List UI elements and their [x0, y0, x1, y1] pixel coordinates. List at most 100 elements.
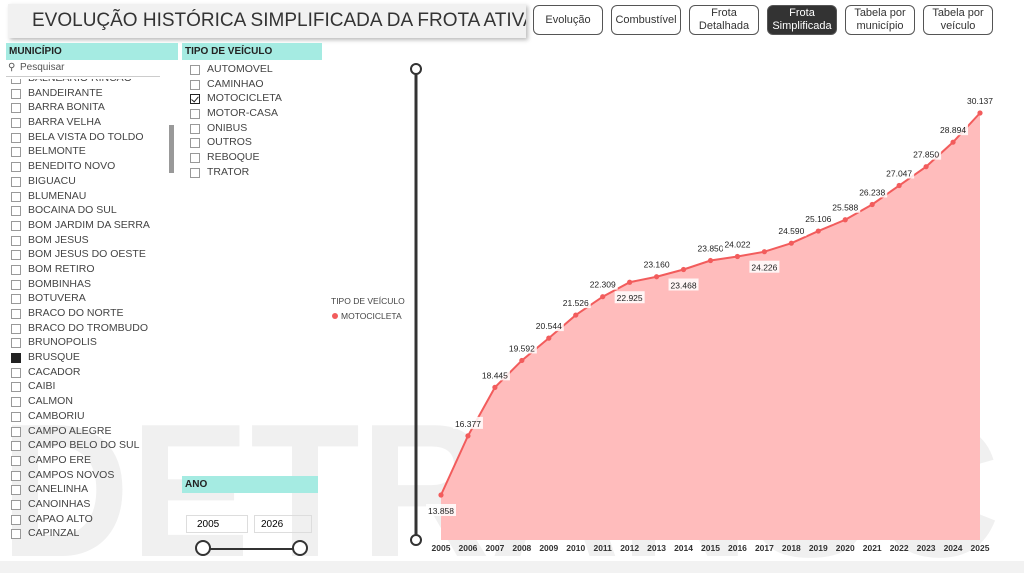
checkbox[interactable] — [11, 309, 21, 319]
checkbox[interactable] — [11, 441, 21, 452]
slicer-item[interactable]: BOTUVERA — [10, 291, 150, 306]
checkbox[interactable] — [11, 279, 21, 290]
item-label: BANDEIRANTE — [28, 86, 103, 99]
slicer-item[interactable]: AUTOMOVEL — [189, 62, 322, 77]
slicer-item[interactable]: CAMINHAO — [189, 77, 322, 92]
nav-button[interactable]: Combustível — [611, 5, 681, 35]
slicer-item[interactable]: MOTOR-CASA — [189, 106, 322, 121]
slicer-item[interactable]: TRATOR — [189, 165, 322, 180]
checkbox[interactable] — [11, 220, 21, 231]
slicer-item[interactable]: BARRA VELHA — [10, 115, 150, 130]
checkbox[interactable] — [11, 88, 21, 99]
slicer-item[interactable]: BRACO DO TROMBUDO — [10, 321, 150, 336]
checkbox[interactable] — [190, 167, 200, 178]
search-box[interactable]: ⚲ Pesquisar — [6, 60, 160, 77]
slicer-item[interactable]: CAMPO ERE — [10, 453, 150, 468]
checkbox[interactable] — [11, 235, 21, 246]
x-tick-label: 2007 — [485, 543, 504, 553]
item-label: BOMBINHAS — [28, 277, 92, 290]
slicer-item[interactable]: BENEDITO NOVO — [10, 159, 150, 174]
checkbox[interactable] — [190, 123, 200, 134]
slicer-item[interactable]: CAMPO ALEGRE — [10, 424, 150, 439]
scrollbar[interactable] — [169, 125, 174, 173]
slicer-item[interactable]: BOM RETIRO — [10, 262, 150, 277]
x-tick-label: 2015 — [701, 543, 720, 553]
slicer-item[interactable]: CALMON — [10, 394, 150, 409]
slicer-item[interactable]: BIGUACU — [10, 174, 150, 189]
slicer-item[interactable]: CANELINHA — [10, 482, 150, 497]
slicer-item[interactable]: BLUMENAU — [10, 189, 150, 204]
slicer-item[interactable]: CAIBI — [10, 379, 150, 394]
nav-button[interactable]: Frota Detalhada — [689, 5, 759, 35]
slicer-item[interactable]: BOM JESUS — [10, 233, 150, 248]
slider-handle[interactable] — [195, 540, 211, 556]
nav-button[interactable]: Tabela por município — [845, 5, 915, 35]
checkbox[interactable] — [11, 485, 21, 496]
checkbox[interactable] — [11, 397, 21, 408]
slicer-item[interactable]: BELMONTE — [10, 144, 150, 159]
checkbox[interactable] — [190, 94, 200, 105]
checkbox[interactable] — [11, 426, 21, 437]
checkbox[interactable] — [11, 132, 21, 143]
checkbox[interactable] — [11, 191, 21, 202]
label-bg — [749, 260, 780, 273]
nav-button[interactable]: Evolução — [533, 5, 603, 35]
checkbox[interactable] — [11, 470, 21, 481]
checkbox[interactable] — [190, 109, 200, 120]
checkbox[interactable] — [190, 79, 200, 90]
slicer-item[interactable]: MOTOCICLETA — [189, 91, 322, 106]
slicer-item[interactable]: BARRA BONITA — [10, 100, 150, 115]
slicer-item[interactable]: CAPINZAL — [10, 526, 150, 541]
slicer-item[interactable]: BRUNOPOLIS — [10, 335, 150, 350]
slicer-item[interactable]: ONIBUS — [189, 121, 322, 136]
checkbox[interactable] — [11, 250, 21, 261]
checkbox[interactable] — [11, 294, 21, 305]
checkbox[interactable] — [11, 367, 21, 378]
nav-button[interactable]: Tabela por veículo — [923, 5, 993, 35]
slicer-item[interactable]: BOM JARDIM DA SERRA — [10, 218, 150, 233]
end-input[interactable]: 2026 — [254, 515, 312, 533]
label-bg — [506, 341, 537, 354]
checkbox[interactable] — [11, 455, 21, 466]
checkbox[interactable] — [11, 79, 21, 84]
slicer-item[interactable]: BELA VISTA DO TOLDO — [10, 130, 150, 145]
nav-button[interactable]: Frota Simplificada — [767, 5, 837, 35]
slicer-item[interactable]: CAMPOS NOVOS — [10, 468, 150, 483]
slicer-item[interactable]: CACADOR — [10, 365, 150, 380]
slicer-item[interactable]: CAMBORIU — [10, 409, 150, 424]
play-axis-handle — [410, 63, 422, 75]
slicer-item[interactable]: CAPAO ALTO — [10, 512, 150, 527]
slicer-item[interactable]: BALNEARIO RINCAO — [10, 79, 150, 86]
checkbox[interactable] — [11, 529, 21, 540]
slider-handle[interactable] — [292, 540, 308, 556]
checkbox[interactable] — [11, 411, 21, 422]
checkbox[interactable] — [11, 499, 21, 510]
checkbox[interactable] — [11, 103, 21, 114]
checkbox[interactable] — [190, 138, 200, 149]
checkbox[interactable] — [11, 118, 21, 129]
checkbox[interactable] — [11, 514, 21, 525]
slicer-item[interactable]: OUTROS — [189, 135, 322, 150]
slicer-item[interactable]: BANDEIRANTE — [10, 86, 150, 101]
slicer-item[interactable]: BOCAINA DO SUL — [10, 203, 150, 218]
slicer-item[interactable]: CAMPO BELO DO SUL — [10, 438, 150, 453]
slicer-item[interactable]: BRACO DO NORTE — [10, 306, 150, 321]
checkbox[interactable] — [11, 162, 21, 173]
slicer-item[interactable]: REBOQUE — [189, 150, 322, 165]
checkbox[interactable] — [11, 264, 21, 275]
slicer-item[interactable]: BOMBINHAS — [10, 277, 150, 292]
checkbox[interactable] — [11, 382, 21, 393]
checkbox[interactable] — [11, 323, 21, 334]
checkbox[interactable] — [11, 353, 21, 364]
checkbox[interactable] — [190, 153, 200, 164]
checkbox[interactable] — [11, 338, 21, 349]
legend-marker — [332, 313, 338, 319]
checkbox[interactable] — [11, 206, 21, 217]
start-input[interactable]: 2005 — [186, 515, 248, 533]
slicer-item[interactable]: BRUSQUE — [10, 350, 150, 365]
checkbox[interactable] — [190, 65, 200, 75]
checkbox[interactable] — [11, 176, 21, 187]
slicer-item[interactable]: BOM JESUS DO OESTE — [10, 247, 150, 262]
slicer-item[interactable]: CANOINHAS — [10, 497, 150, 512]
checkbox[interactable] — [11, 147, 21, 158]
